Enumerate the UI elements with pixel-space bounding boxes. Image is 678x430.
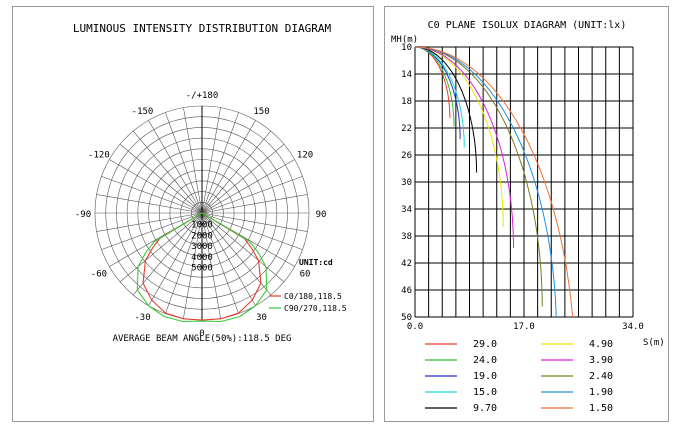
isolux-title: C0 PLANE ISOLUX DIAGRAM (UNIT:lx) xyxy=(428,20,627,31)
isolux-legend-value: 9.70 xyxy=(473,403,497,414)
isolux-x-tick: 34.0 xyxy=(622,322,644,332)
polar-spoke xyxy=(148,212,203,306)
polar-series-curve-2 xyxy=(136,212,268,323)
polar-spoke xyxy=(96,194,203,214)
isolux-y-tick: 22 xyxy=(401,124,412,134)
polar-spoke xyxy=(201,212,239,314)
polar-spoke xyxy=(183,107,203,214)
polar-spoke xyxy=(132,130,203,214)
polar-spoke xyxy=(201,130,272,214)
isolux-legend-value: 4.90 xyxy=(589,339,613,350)
isolux-contour-7 xyxy=(415,47,514,248)
isolux-legend-value: 3.90 xyxy=(589,355,613,366)
isolux-legend-value: 19.0 xyxy=(473,371,497,382)
polar-spoke xyxy=(201,112,239,214)
polar-spoke xyxy=(165,112,203,214)
polar-angle-label: 120 xyxy=(297,151,313,161)
polar-spoke xyxy=(201,120,256,214)
polar-spoke xyxy=(101,212,203,250)
polar-spoke xyxy=(109,159,203,214)
isolux-legend-value: 15.0 xyxy=(473,387,497,398)
polar-radial-tick-label: 2000 xyxy=(191,231,213,241)
isolux-contour-9 xyxy=(415,47,557,317)
isolux-y-tick: 42 xyxy=(401,259,412,269)
polar-spoke xyxy=(119,143,203,214)
polar-legend-label: C90/270,118.5 xyxy=(284,304,347,313)
chart-title: LUMINOUS INTENSITY DISTRIBUTION DIAGRAM xyxy=(73,22,332,35)
isolux-chart: C0 PLANE ISOLUX DIAGRAM (UNIT:lx) MH(m)10… xyxy=(391,20,665,414)
isolux-contour-6 xyxy=(415,47,504,227)
isolux-contours xyxy=(415,47,574,317)
polar-spoke xyxy=(148,120,203,214)
polar-spoke xyxy=(201,212,285,283)
polar-spoke xyxy=(201,212,303,250)
polar-angle-label: 0 xyxy=(199,329,204,339)
intensity-panel: LUMINOUS INTENSITY DISTRIBUTION DIAGRAM -… xyxy=(12,6,374,422)
polar-spoke xyxy=(201,212,308,232)
isolux-legend-value: 1.50 xyxy=(589,403,613,414)
polar-spoke xyxy=(201,212,221,319)
polar-angle-label: 90 xyxy=(316,210,327,220)
polar-spoke xyxy=(132,212,203,296)
isolux-y-tick: 34 xyxy=(401,205,412,215)
isolux-contour-5 xyxy=(415,47,478,173)
polar-radial-tick-label: 1000 xyxy=(191,221,213,231)
isolux-legend-value: 24.0 xyxy=(473,355,497,366)
isolux-y-tick: 26 xyxy=(401,151,412,161)
polar-spoke xyxy=(165,212,203,314)
polar-legend-label: C0/180,118.5 xyxy=(284,292,342,301)
polar-chart: LUMINOUS INTENSITY DISTRIBUTION DIAGRAM -… xyxy=(73,22,347,344)
polar-angle-label: -120 xyxy=(88,151,110,161)
isolux-y-tick: 30 xyxy=(401,178,412,188)
polar-spoke xyxy=(101,176,203,214)
polar-radial-tick-label: 5000 xyxy=(191,264,213,274)
polar-angle-label: 30 xyxy=(256,313,267,323)
polar-spoke xyxy=(201,143,285,214)
isolux-contour-8 xyxy=(415,47,543,307)
polar-angle-label: -60 xyxy=(91,270,107,280)
polar-spoke xyxy=(119,212,203,283)
isolux-x-label: S(m) xyxy=(643,338,665,348)
isolux-plot-area xyxy=(414,46,634,318)
isolux-x-tick: 17.0 xyxy=(513,322,535,332)
isolux-contour-4 xyxy=(415,47,465,148)
polar-angle-label: -/+180 xyxy=(186,91,219,101)
polar-spoke xyxy=(183,212,203,319)
isolux-panel: C0 PLANE ISOLUX DIAGRAM (UNIT:lx) MH(m) 10… xyxy=(384,6,669,422)
isolux-contour-10 xyxy=(415,47,574,317)
isolux-y-tick: 10 xyxy=(401,43,412,53)
polar-spoke xyxy=(96,212,203,232)
polar-spoke xyxy=(201,212,256,306)
polar-unit-label: UNIT:cd xyxy=(299,258,333,267)
isolux-y-tick: 18 xyxy=(401,97,412,107)
isolux-legend-value: 29.0 xyxy=(473,339,497,350)
polar-angle-label: -150 xyxy=(132,107,154,117)
polar-radial-tick-label: 4000 xyxy=(191,253,213,263)
isolux-legend-value: 1.90 xyxy=(589,387,613,398)
polar-spoke xyxy=(201,194,308,214)
isolux-y-label: MH(m) xyxy=(391,35,418,45)
polar-spoke xyxy=(201,176,303,214)
polar-spoke xyxy=(201,107,221,214)
isolux-x-tick: 0.0 xyxy=(407,322,423,332)
polar-series-curve-1 xyxy=(142,212,262,321)
isolux-y-tick: 14 xyxy=(401,70,412,80)
isolux-y-tick: 46 xyxy=(401,286,412,296)
polar-footer: AVERAGE BEAM ANGLE(50%):118.5 DEG xyxy=(113,334,292,344)
polar-angle-label: -30 xyxy=(134,313,150,323)
polar-angle-label: 150 xyxy=(253,107,269,117)
isolux-y-tick: 38 xyxy=(401,232,412,242)
polar-radial-tick-label: 3000 xyxy=(191,242,213,252)
isolux-y-tick: 50 xyxy=(401,313,412,323)
polar-angle-label: -90 xyxy=(75,210,91,220)
polar-angle-label: 60 xyxy=(300,270,311,280)
polar-spoke xyxy=(201,212,272,296)
polar-spoke xyxy=(201,159,295,214)
isolux-legend-value: 2.40 xyxy=(589,371,613,382)
